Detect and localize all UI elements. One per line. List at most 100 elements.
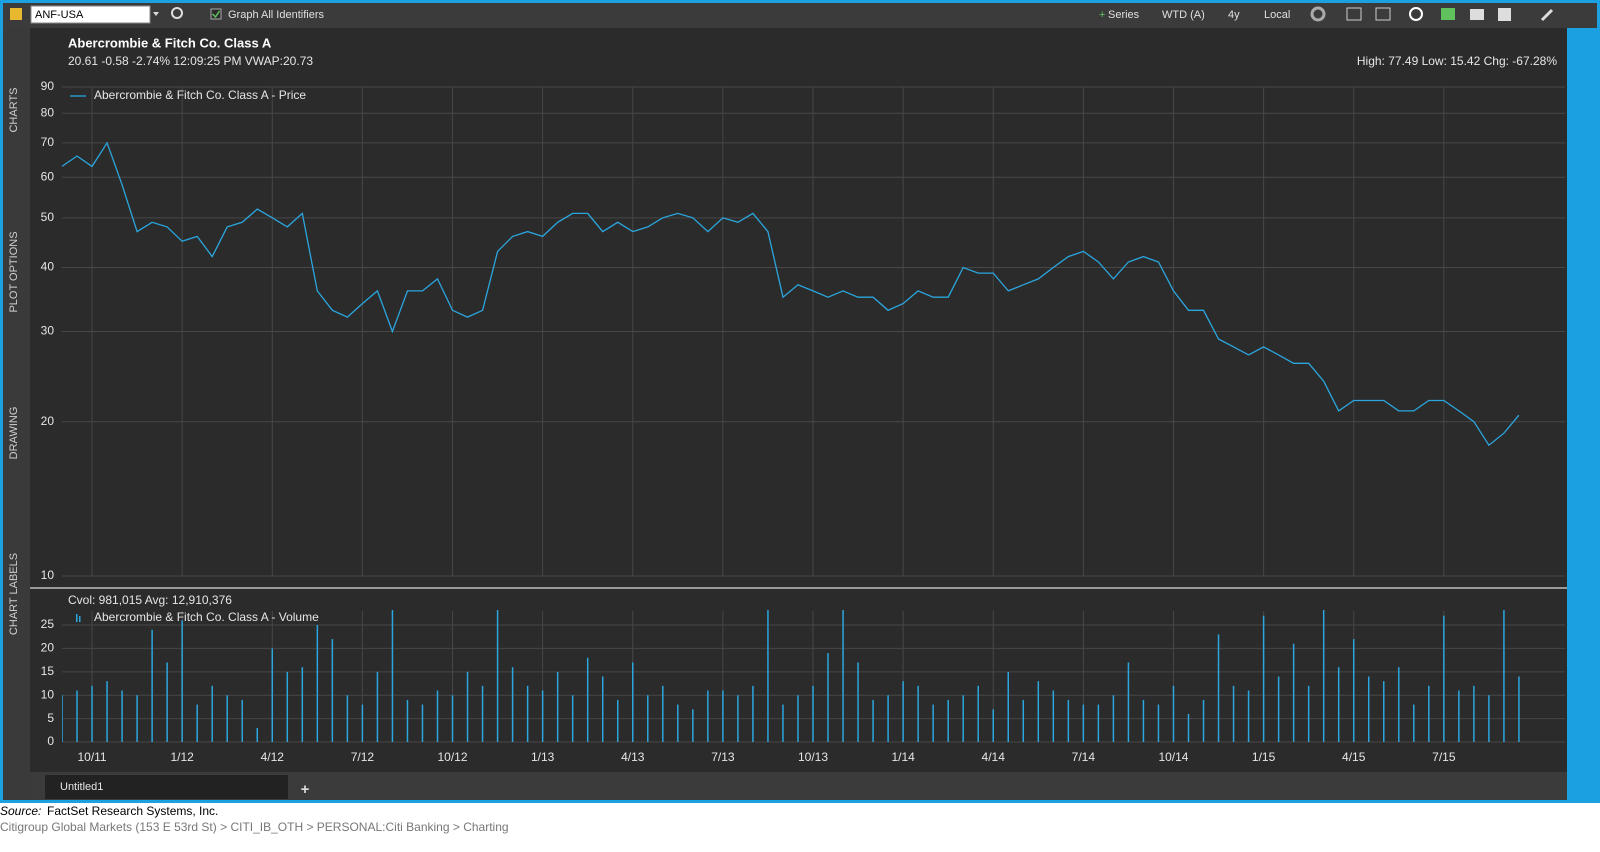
- volume-bar: [406, 699, 409, 742]
- volume-bar: [421, 704, 424, 742]
- y-tick-label: 25: [41, 617, 55, 631]
- volume-bar: [586, 657, 589, 742]
- x-tick-label: 4/15: [1342, 750, 1366, 764]
- volume-bar: [1232, 685, 1235, 742]
- volume-bar: [316, 625, 319, 742]
- volume-bar: [977, 685, 979, 742]
- volume-bar: [1307, 685, 1310, 742]
- tab-label[interactable]: Untitled1: [60, 781, 103, 793]
- settings-icon[interactable]: [1310, 6, 1326, 22]
- folder-icon[interactable]: [1470, 9, 1484, 20]
- side-tab[interactable]: PLOT OPTIONS: [8, 231, 20, 312]
- volume-bar: [556, 671, 559, 742]
- legend-label: Abercrombie & Fitch Co. Class A - Price: [94, 88, 306, 102]
- toolbar: [3, 3, 1597, 28]
- lock-icon[interactable]: [10, 8, 22, 20]
- x-tick-label: 10/11: [77, 750, 106, 764]
- y-tick-label: 80: [41, 105, 55, 119]
- symbol-input[interactable]: [30, 5, 151, 24]
- volume-bar: [1097, 704, 1100, 742]
- volume-bar: [647, 695, 649, 742]
- plot-area: [62, 141, 1520, 447]
- volume-bar: [1458, 690, 1460, 742]
- chart-icon[interactable]: [1346, 7, 1362, 21]
- volume-bar: [1277, 676, 1280, 742]
- breadcrumb: Citigroup Global Markets (153 E 53rd St)…: [0, 820, 509, 834]
- timezone-menu[interactable]: Local: [1264, 9, 1290, 21]
- add-tab[interactable]: +: [301, 781, 310, 798]
- volume-bar: [1037, 681, 1040, 742]
- volume-bar: [136, 695, 138, 742]
- volume-bar: [677, 704, 679, 742]
- volume-bar: [196, 704, 198, 742]
- search-icon[interactable]: [171, 7, 183, 19]
- x-tick-label: 7/15: [1432, 750, 1456, 764]
- graph-all-label[interactable]: Graph All Identifiers: [228, 9, 324, 21]
- volume-bar: [1337, 667, 1340, 742]
- volume-bar: [436, 690, 439, 742]
- volume-bar: [1383, 681, 1385, 742]
- chart-panel: [30, 28, 1567, 772]
- symbol-text[interactable]: ANF-USA: [35, 9, 84, 21]
- volume-bar: [632, 662, 634, 742]
- volume-bar: [1352, 639, 1355, 742]
- frequency-menu[interactable]: WTD (A): [1162, 9, 1205, 21]
- side-tab[interactable]: CHARTS: [8, 87, 20, 132]
- x-tick-label: 4/12: [261, 750, 285, 764]
- checkbox[interactable]: [210, 8, 222, 20]
- y-tick-label: 10: [41, 687, 55, 701]
- source: FactSet Research Systems, Inc.: [47, 804, 218, 818]
- volume-bar: [1367, 676, 1370, 742]
- volume-bar: [62, 695, 63, 742]
- volume-bar: [541, 690, 544, 742]
- volume-bar: [842, 610, 844, 742]
- side-tab[interactable]: DRAWING: [8, 407, 20, 460]
- volume-bar: [106, 681, 108, 742]
- volume-bar: [151, 629, 153, 742]
- quote-line: 20.61 -0.58 -2.74% 12:09:25 PM VWAP:20.7…: [68, 54, 313, 68]
- tools-icon[interactable]: [1540, 8, 1554, 22]
- price-line: [62, 141, 1520, 447]
- add-icon[interactable]: [1441, 8, 1455, 20]
- volume-bar: [301, 667, 304, 742]
- x-tick-label: 1/15: [1252, 750, 1276, 764]
- refresh-icon[interactable]: [1409, 7, 1423, 21]
- table-icon[interactable]: [1375, 7, 1391, 21]
- x-tick-label: 10/12: [438, 750, 468, 764]
- tab[interactable]: [45, 775, 288, 799]
- y-tick-label: 60: [41, 169, 55, 183]
- volume-bar: [286, 671, 289, 742]
- volume-bar: [947, 699, 949, 742]
- period-menu[interactable]: 4y: [1228, 9, 1240, 21]
- y-tick-label: 50: [41, 210, 55, 224]
- volume-bar: [707, 690, 709, 742]
- volume-bar: [1112, 695, 1115, 742]
- volume-bar: [812, 685, 814, 742]
- volume-bar: [722, 690, 724, 742]
- volume-bar: [902, 681, 904, 742]
- volume-bar: [121, 690, 123, 742]
- side-tab[interactable]: CHART LABELS: [8, 553, 20, 635]
- check-mark: [211, 10, 221, 19]
- volume-bar: [1518, 676, 1520, 742]
- x-tick-label: 4/13: [621, 750, 645, 764]
- dropdown-arrow[interactable]: [153, 12, 159, 16]
- volume-bar: [91, 685, 93, 742]
- volume-bar: [1172, 685, 1175, 742]
- legend-label: Abercrombie & Fitch Co. Class A - Volume: [94, 610, 319, 624]
- save-icon[interactable]: [1498, 8, 1511, 21]
- volume-bar: [466, 671, 469, 742]
- volume-bar: [211, 685, 213, 742]
- volume-bar: [1217, 634, 1220, 742]
- series-menu[interactable]: Series: [1108, 9, 1140, 21]
- volume-bar: [361, 704, 364, 742]
- plot-area: [62, 610, 1520, 742]
- volume-bar: [451, 695, 454, 742]
- volume-bar: [571, 695, 574, 742]
- volume-bar: [511, 667, 514, 742]
- volume-bar: [752, 685, 754, 742]
- source-label: Source:: [0, 804, 41, 818]
- volume-bar: [496, 610, 499, 742]
